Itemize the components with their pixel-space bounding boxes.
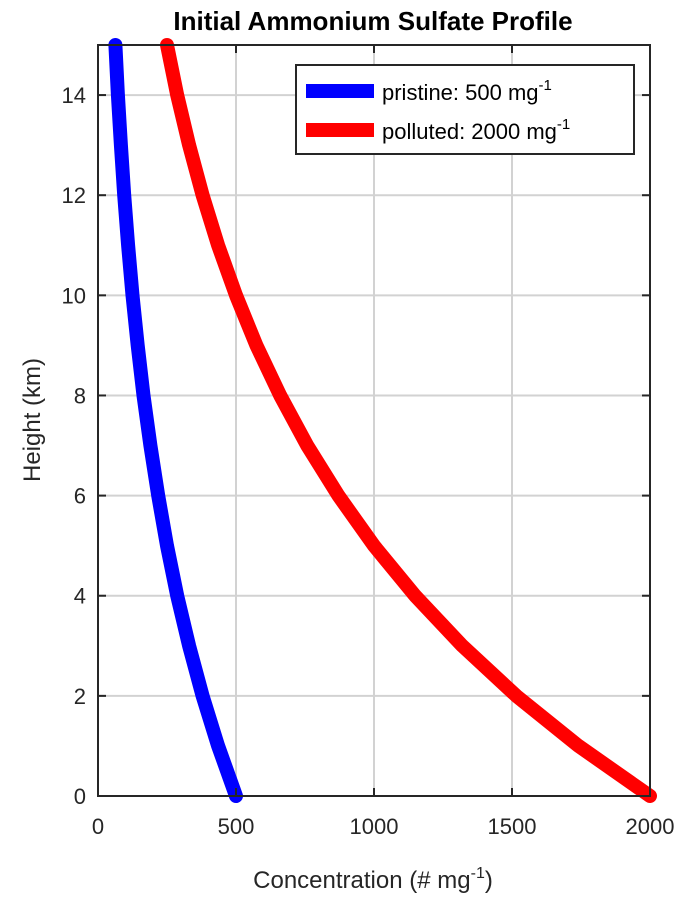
x-tick-label: 2000: [626, 814, 675, 839]
x-axis-label: Concentration (# mg-1): [253, 865, 493, 894]
chart-title: Initial Ammonium Sulfate Profile: [173, 6, 572, 36]
x-tick-label: 1000: [350, 814, 399, 839]
y-tick-label: 12: [62, 183, 86, 208]
legend: pristine: 500 mg-1 polluted: 2000 mg-1: [295, 64, 635, 155]
y-axis-label: Height (km): [19, 358, 46, 482]
series-layer: [108, 38, 657, 803]
x-tick-label: 0: [92, 814, 104, 839]
y-tick-label: 2: [74, 684, 86, 709]
axis-tick-labels: 0 500 1000 1500 2000 0 2 4 6 8 10 12 14: [62, 83, 675, 839]
legend-label-pristine: pristine: 500 mg-1: [382, 77, 552, 105]
y-tick-label: 4: [74, 584, 86, 609]
x-tick-label: 1500: [488, 814, 537, 839]
legend-label-polluted: polluted: 2000 mg-1: [382, 116, 570, 144]
x-tick-label: 500: [218, 814, 255, 839]
series-line-pristine: [108, 38, 243, 803]
y-tick-label: 8: [74, 383, 86, 408]
axis-ticks: [97, 45, 651, 797]
y-tick-label: 0: [74, 784, 86, 809]
y-tick-label: 10: [62, 283, 86, 308]
grid-lines: [97, 45, 651, 797]
series-line-polluted: [160, 38, 657, 803]
legend-box: [295, 64, 635, 155]
y-tick-label: 14: [62, 83, 86, 108]
y-tick-label: 6: [74, 484, 86, 509]
